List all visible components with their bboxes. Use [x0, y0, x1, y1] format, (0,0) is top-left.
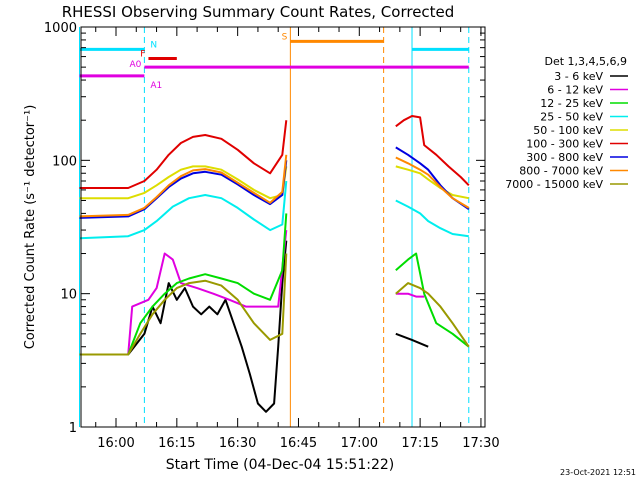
- chart-title: RHESSI Observing Summary Count Rates, Co…: [62, 3, 455, 21]
- x-axis: 16:00 16:15 16:30 16:45 17:00 17:15 17:30: [95, 27, 500, 451]
- series-line-100-300-kev-after-gap: [395, 115, 470, 186]
- x-tick-label: 17:30: [462, 436, 499, 451]
- flag-label-a1: A1: [150, 81, 162, 91]
- y-tick-label: 1: [69, 421, 77, 436]
- flag-label-s: S: [282, 32, 288, 42]
- legend-label-25-50-kev: 25 - 50 keV: [540, 111, 603, 124]
- series-line-3-6-kev-after-gap: [395, 332, 429, 348]
- y-axis: 1 10 100 1000: [44, 21, 485, 436]
- legend-label-6-12-kev: 6 - 12 keV: [547, 84, 603, 97]
- x-tick-label: 16:45: [280, 436, 317, 451]
- y-axis-label: Corrected Count Rate (s⁻¹ detector⁻¹): [23, 105, 38, 350]
- plot-lines: [79, 115, 470, 413]
- y-tick-label: 10: [60, 288, 77, 303]
- legend-label-100-300-kev: 100 - 300 keV: [526, 138, 603, 151]
- series-line-25-50-kev: [79, 180, 288, 240]
- legend-label-300-800-kev: 300 - 800 keV: [526, 151, 603, 164]
- series-line-50-100-kev-after-gap: [395, 165, 469, 200]
- legend-label-50-100-kev: 50 - 100 keV: [533, 124, 603, 137]
- x-axis-label: Start Time (04-Dec-04 15:51:22): [166, 457, 394, 473]
- series-line-6-12-kev: [79, 229, 288, 356]
- series-line-800-7000-kev-after-gap: [395, 156, 470, 209]
- vertical-markers: [79, 27, 470, 427]
- series-line-7000-15000-kev-after-gap: [395, 282, 470, 348]
- plot-frame: [80, 26, 486, 428]
- legend-label-3-6-kev: 3 - 6 keV: [554, 70, 603, 83]
- flag-label-f: F: [140, 50, 145, 60]
- series-line-25-50-kev-after-gap: [395, 199, 469, 238]
- series-line-12-25-kev: [79, 213, 288, 356]
- series-line-6-12-kev-after-gap: [395, 292, 425, 298]
- legend-label-800-7000-kev: 800 - 7000 keV: [519, 165, 603, 178]
- footer-timestamp: 23-Oct-2021 12:51: [560, 468, 636, 477]
- y-tick-label: 1000: [44, 21, 77, 36]
- x-tick-label: 17:00: [341, 436, 378, 451]
- series-line-800-7000-kev: [79, 154, 288, 218]
- series-line-7000-15000-kev: [79, 253, 288, 356]
- y-tick-label: 100: [52, 154, 77, 169]
- series-line-50-100-kev: [79, 165, 288, 200]
- legend-label-7000-15000-kev: 7000 - 15000 keV: [505, 178, 603, 191]
- flag-label-n: N: [150, 40, 157, 50]
- series-line-3-6-kev: [79, 240, 288, 413]
- flag-label-a0: A0: [130, 60, 142, 70]
- x-tick-label: 16:30: [219, 436, 256, 451]
- legend-label-12-25-kev: 12 - 25 keV: [540, 97, 603, 110]
- series-line-12-25-kev-after-gap: [395, 252, 470, 348]
- x-tick-label: 16:15: [158, 436, 195, 451]
- legend-title: Det 1,3,4,5,6,9: [544, 55, 627, 68]
- x-tick-label: 16:00: [97, 436, 134, 451]
- x-tick-label: 17:15: [401, 436, 438, 451]
- series-line-100-300-kev: [79, 120, 288, 189]
